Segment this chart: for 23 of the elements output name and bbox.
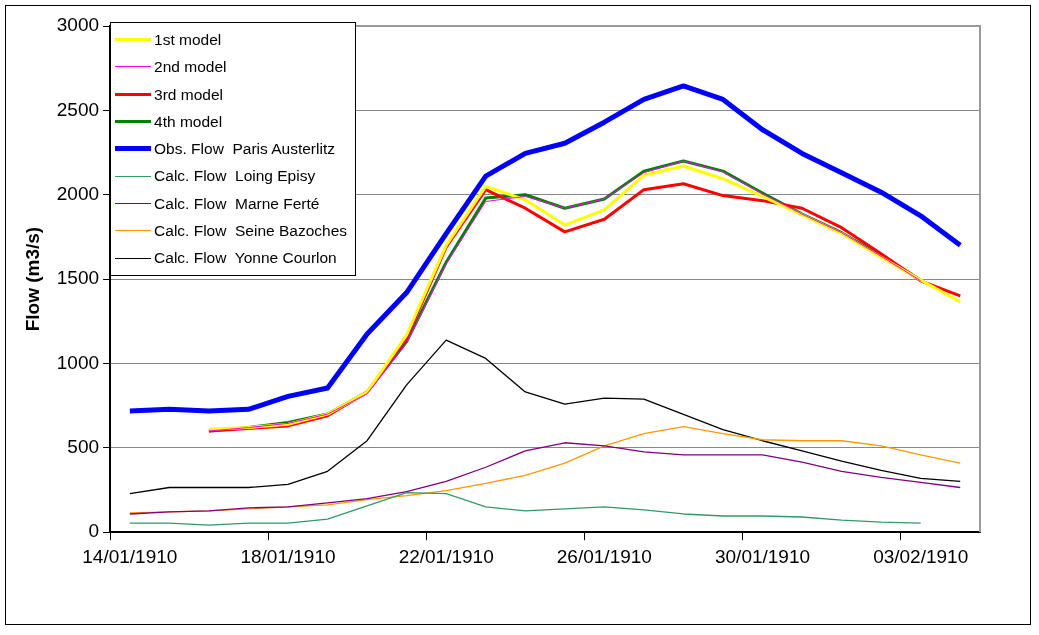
x-tick-label: 30/01/1910 [714, 545, 811, 567]
x-tick-label: 18/01/1910 [240, 545, 336, 567]
legend-label: Calc. Flow Loing Episy [154, 166, 316, 187]
x-tick-label: 14/01/1910 [82, 545, 178, 567]
legend-label: 1st model [154, 30, 222, 50]
x-tick-label: 22/01/1910 [398, 545, 494, 567]
x-tick-label: 03/02/1910 [873, 545, 969, 567]
legend-label: Calc. Flow Yonne Courlon [154, 248, 337, 269]
x-tick-label: 26/01/1910 [556, 545, 652, 567]
legend-label: 2nd model [154, 57, 227, 78]
y-tick-label: 3000 [56, 14, 100, 36]
y-tick-label: 500 [67, 436, 100, 458]
y-tick-label: 1000 [56, 351, 100, 373]
y-tick-label: 0 [88, 520, 100, 542]
y-axis-title: Flow (m3/s) [21, 226, 43, 332]
y-tick-label: 1500 [56, 267, 100, 289]
legend-label: 4th model [154, 111, 223, 132]
legend-label: 3rd model [154, 84, 223, 105]
y-tick-label: 2500 [56, 98, 100, 120]
y-tick-label: 2000 [56, 182, 100, 204]
legend-label: Obs. Flow Paris Austerlitz [154, 139, 335, 160]
legend-label: Calc. Flow Marne Ferté [154, 193, 320, 214]
legend-label: Calc. Flow Seine Bazoches [154, 221, 348, 242]
